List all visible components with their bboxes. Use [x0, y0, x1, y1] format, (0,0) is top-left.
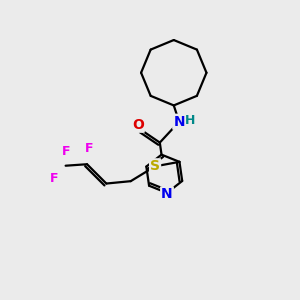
Text: F: F — [85, 142, 94, 155]
Text: S: S — [150, 159, 160, 173]
Text: F: F — [61, 145, 70, 158]
Text: F: F — [50, 172, 58, 185]
Text: N: N — [173, 115, 185, 129]
Text: N: N — [161, 188, 173, 201]
Text: O: O — [132, 118, 144, 132]
Text: H: H — [185, 114, 196, 128]
